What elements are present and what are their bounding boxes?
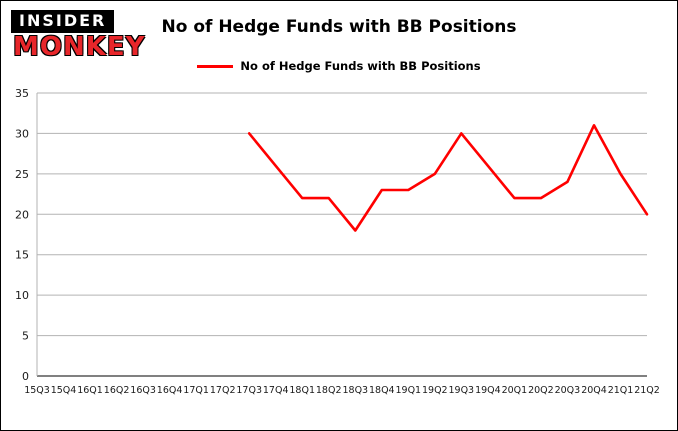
x-tick-label: 20Q2: [528, 385, 554, 396]
y-tick-label: 15: [15, 249, 29, 262]
y-tick-label: 20: [15, 208, 29, 221]
x-tick-label: 21Q1: [608, 385, 634, 396]
x-tick-label: 16Q2: [104, 385, 130, 396]
y-tick-label: 30: [15, 127, 29, 140]
x-tick-label: 16Q4: [157, 385, 183, 396]
x-tick-label: 19Q4: [475, 385, 501, 396]
x-tick-label: 20Q3: [555, 385, 581, 396]
x-tick-label: 16Q1: [77, 385, 103, 396]
x-tick-label: 18Q4: [369, 385, 395, 396]
y-tick-label: 0: [22, 370, 29, 383]
x-tick-label: 18Q2: [316, 385, 342, 396]
x-tick-label: 15Q4: [51, 385, 77, 396]
y-tick-label: 35: [15, 87, 29, 100]
x-tick-label: 16Q3: [130, 385, 156, 396]
legend-label: No of Hedge Funds with BB Positions: [240, 59, 481, 73]
x-tick-label: 18Q1: [289, 385, 315, 396]
x-tick-label: 19Q2: [422, 385, 448, 396]
insider-monkey-logo: INSIDER MONKEY: [11, 10, 145, 60]
x-tick-label: 17Q3: [236, 385, 262, 396]
x-tick-label: 17Q2: [210, 385, 236, 396]
legend-line-swatch: [197, 64, 234, 68]
x-tick-label: 17Q4: [263, 385, 289, 396]
y-tick-label: 25: [15, 168, 29, 181]
x-tick-label: 18Q3: [342, 385, 368, 396]
x-tick-label: 15Q3: [24, 385, 50, 396]
logo-monkey-text: MONKEY: [13, 32, 146, 62]
x-tick-label: 20Q1: [502, 385, 528, 396]
x-tick-label: 17Q1: [183, 385, 209, 396]
series-line: [247, 123, 649, 232]
x-tick-label: 19Q3: [448, 385, 474, 396]
x-tick-label: 20Q4: [581, 385, 607, 396]
x-tick-label: 21Q2: [634, 385, 660, 396]
x-tick-label: 19Q1: [395, 385, 421, 396]
logo-insider-text: INSIDER: [11, 10, 115, 33]
y-tick-label: 5: [22, 330, 29, 343]
page-title: No of Hedge Funds with BB Positions: [161, 17, 517, 37]
y-tick-label: 10: [15, 289, 29, 302]
chart-legend: No of Hedge Funds with BB Positions: [1, 59, 677, 73]
